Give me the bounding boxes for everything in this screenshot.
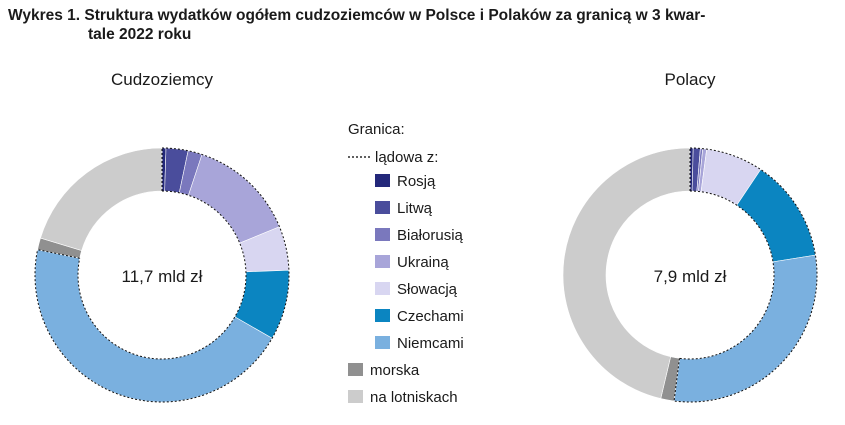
chart-title-poles: Polacy bbox=[664, 70, 716, 89]
legend-swatch-czechami bbox=[375, 309, 390, 322]
legend-swatch-rosja bbox=[375, 174, 390, 187]
legend-label-na-lotniskach: na lotniskach bbox=[370, 389, 458, 406]
legend-swatch-morska bbox=[348, 363, 363, 376]
poles-land-border-outline bbox=[673, 147, 818, 403]
legend-swatch-ukraina bbox=[375, 255, 390, 268]
poles-slice-na-lotniskach bbox=[562, 147, 691, 399]
donut-chart-poles bbox=[562, 147, 818, 403]
legend-swatch-na-lotniskach bbox=[348, 390, 363, 403]
legend-items: Rosją Litwą Białorusią Ukrainą Słowacją Czech… bbox=[348, 173, 464, 406]
legend-label-czechami: Czechami bbox=[397, 308, 464, 325]
foreigners-slice-na-lotniskach bbox=[40, 147, 163, 251]
legend-label-litwa: Litwą bbox=[397, 200, 433, 217]
legend-label-bialorusia: Białorusią bbox=[397, 227, 464, 244]
legend-label-ukraina: Ukrainą bbox=[397, 254, 449, 271]
chart-title-foreigners: Cudzoziemcy bbox=[110, 70, 214, 89]
legend-swatch-litwa bbox=[375, 201, 390, 214]
legend-swatch-slowacja bbox=[375, 282, 390, 295]
center-label-poles: 7,9 mld zł bbox=[654, 267, 727, 286]
legend-label-slowacja: Słowacją bbox=[397, 281, 458, 298]
page-title-line2: tale 2022 roku bbox=[88, 26, 192, 43]
page-title: Wykres 1. Struktura wydatków ogółem cudz… bbox=[8, 6, 838, 44]
legend-label-morska: morska bbox=[370, 362, 420, 379]
legend-swatch-niemcami bbox=[375, 336, 390, 349]
legend: Granica: lądowa z: Rosją Litwą Białorusią U… bbox=[348, 121, 464, 406]
foreigners-slice-ukraina bbox=[188, 154, 280, 244]
donut-chart-foreigners bbox=[34, 147, 290, 403]
legend-label-niemcami: Niemcami bbox=[397, 335, 464, 352]
legend-swatch-bialorusia bbox=[375, 228, 390, 241]
legend-header: Granica: bbox=[348, 121, 405, 138]
legend-label-rosja: Rosją bbox=[397, 173, 436, 190]
legend-group-label: lądowa z: bbox=[375, 149, 438, 166]
page-title-line1: Wykres 1. Struktura wydatków ogółem cudz… bbox=[8, 7, 706, 24]
center-label-foreigners: 11,7 mld zł bbox=[122, 267, 203, 286]
